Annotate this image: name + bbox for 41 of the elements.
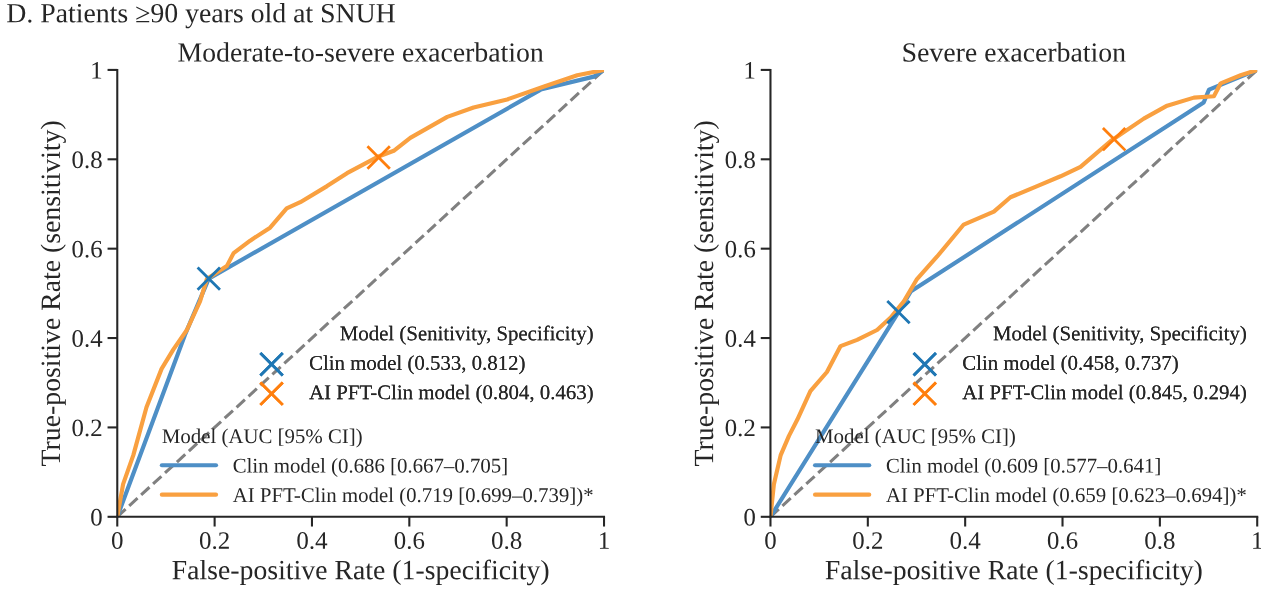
- y-tick-label: 0.4: [72, 330, 103, 348]
- x-tick-label: 0: [765, 532, 776, 549]
- y-tick-label: 0.6: [725, 240, 756, 258]
- legend-label: Clin model (0.533, 0.812): [309, 355, 525, 375]
- x-tick-label: 0.8: [492, 532, 522, 550]
- annotation: Model (Senitivity, Specificity): [340, 325, 593, 345]
- y-tick-label: 0: [91, 508, 102, 526]
- y-tick-label: 0.2: [72, 419, 102, 437]
- y-tick-label: 0.8: [72, 151, 102, 169]
- x-tick-label: 0.2: [853, 532, 883, 550]
- y-tick-label: 1: [92, 62, 102, 79]
- chart-title: Moderate-to-severe exacerbation: [178, 42, 544, 62]
- y-tick-label: 0.2: [725, 419, 755, 437]
- y-axis-title: True-positive Rate (sensitivity): [693, 121, 720, 466]
- y-tick-label: 1: [745, 62, 755, 79]
- legend-label: AI PFT-Clin model (0.845, 0.294): [962, 384, 1246, 404]
- y-tick-label: 0.4: [725, 330, 756, 348]
- legend-label: AI PFT-Clin model (0.719 [0.699–0.739])*: [232, 487, 593, 507]
- x-tick-label: 1: [599, 532, 609, 549]
- x-tick-label: 0.4: [297, 532, 328, 550]
- legend-label: AI PFT-Clin model (0.659 [0.623–0.694])*: [886, 487, 1246, 507]
- y-axis-title: True-positive Rate (sensitivity): [40, 121, 66, 466]
- annotation: Model (Senitivity, Specificity): [993, 325, 1246, 345]
- x-axis-title: False-positive Rate (1-specificity): [825, 559, 1202, 586]
- y-tick-label: 0.6: [72, 240, 102, 258]
- x-tick-label: 1: [1253, 532, 1261, 549]
- x-tick-label: 0.4: [950, 532, 981, 550]
- x-tick-label: 0.2: [199, 532, 229, 550]
- legend-label: Clin model (0.609 [0.577–0.641]: [886, 458, 1160, 477]
- text: D. Patients ≥90 years old at SNUH: [7, 3, 395, 29]
- legend-label: Clin model (0.458, 0.737): [963, 355, 1178, 375]
- x-tick-label: 0.6: [394, 532, 425, 550]
- legend-label: Clin model (0.686 [0.667–0.705]: [233, 458, 507, 477]
- x-tick-label: 0.6: [1047, 532, 1078, 550]
- legend-label: AI PFT-Clin model (0.804, 0.463): [309, 384, 593, 404]
- y-tick-label: 0.8: [725, 151, 755, 169]
- x-axis-title: False-positive Rate (1-specificity): [172, 559, 549, 586]
- y-tick-label: 0: [744, 508, 755, 526]
- chart-title: Severe exacerbation: [903, 42, 1126, 62]
- x-tick-label: 0: [111, 532, 123, 549]
- x-tick-label: 0.8: [1145, 532, 1175, 550]
